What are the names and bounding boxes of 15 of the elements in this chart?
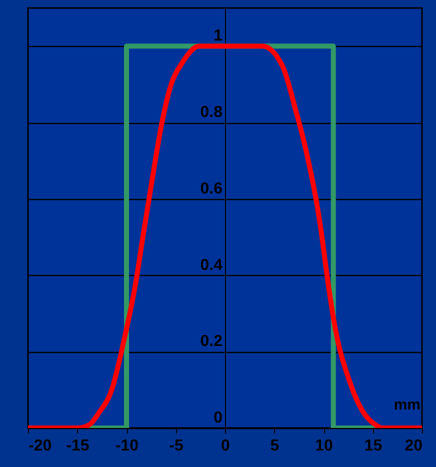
y-tick-label: 1 xyxy=(214,28,223,45)
x-tick-label: -10 xyxy=(115,438,139,454)
x-tick-label: -20 xyxy=(28,438,52,454)
y-tick-label: 0 xyxy=(214,410,223,426)
x-axis-title: mm xyxy=(394,396,420,414)
x-tick-label: 5 xyxy=(270,438,280,454)
y-tick-label: 0.6 xyxy=(200,180,223,198)
x-tick-label: -15 xyxy=(66,438,90,454)
x-tick-label: 10 xyxy=(315,438,333,454)
x-tick-label: 20 xyxy=(404,438,423,454)
x-tick-label: -5 xyxy=(169,438,184,454)
y-tick-label: 0.2 xyxy=(200,333,223,350)
y-tick-label: 0.8 xyxy=(200,104,223,122)
y-tick-label: 0.4 xyxy=(200,256,223,274)
x-tick-label: 15 xyxy=(364,438,382,454)
